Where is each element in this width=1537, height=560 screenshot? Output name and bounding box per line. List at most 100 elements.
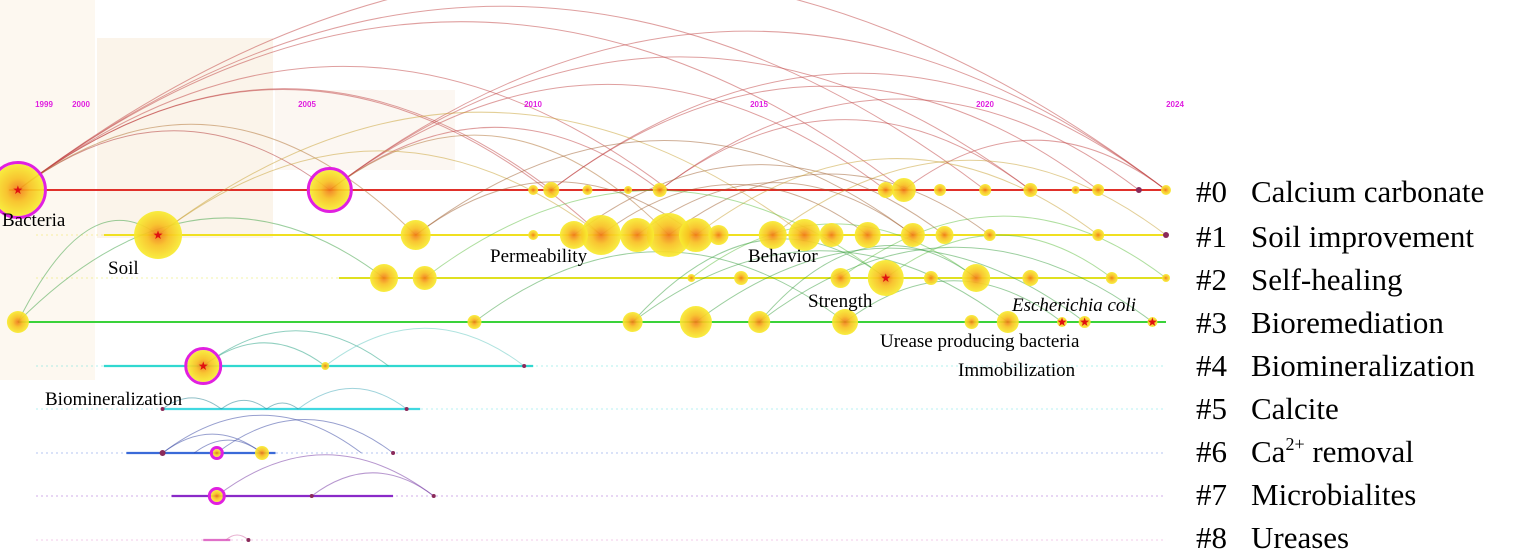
keyword-node bbox=[758, 221, 787, 249]
keyword-node bbox=[209, 446, 224, 460]
burst-star-icon: ★ bbox=[1079, 315, 1090, 329]
node-circle bbox=[1092, 184, 1105, 196]
keyword-node bbox=[708, 225, 729, 245]
cluster-label-4: #4 Biomineralization bbox=[1196, 348, 1475, 383]
citation-link bbox=[600, 183, 868, 236]
citation-link bbox=[297, 387, 407, 410]
keyword-node bbox=[1163, 232, 1169, 238]
node-circle bbox=[962, 264, 991, 292]
node-circle bbox=[830, 268, 851, 288]
cluster-id-4: #4 bbox=[1196, 348, 1228, 383]
keyword-node bbox=[160, 407, 165, 411]
cluster-label-6: #6 Ca2+ removal bbox=[1196, 434, 1414, 469]
citation-link bbox=[162, 414, 362, 454]
keyword-permeability: Permeability bbox=[490, 246, 588, 267]
keyword-node: ★ bbox=[867, 260, 904, 296]
keyword-urease-producing-bacteria: Urease producing bacteria bbox=[880, 331, 1080, 352]
year-label-2000: 2000 bbox=[72, 100, 90, 109]
cluster-name-2: Self-healing bbox=[1251, 262, 1403, 297]
keyword-node bbox=[528, 185, 539, 195]
citation-link bbox=[266, 402, 299, 410]
node-circle bbox=[624, 186, 633, 194]
keyword-node bbox=[646, 213, 691, 257]
keyword-node: ★ bbox=[1078, 315, 1091, 329]
keyword-node bbox=[679, 306, 712, 338]
citation-link bbox=[17, 65, 670, 191]
citation-link bbox=[636, 182, 914, 236]
citation-link bbox=[329, 30, 1167, 191]
node-dot bbox=[1135, 187, 1142, 193]
year-label-2015: 2015 bbox=[750, 100, 768, 109]
cluster-id-8: #8 bbox=[1196, 520, 1227, 555]
citation-link bbox=[157, 150, 602, 236]
keyword-node bbox=[159, 450, 166, 456]
node-circle bbox=[935, 226, 954, 244]
cluster-name-6: Ca2+ removal bbox=[1251, 434, 1414, 469]
keyword-node bbox=[1105, 272, 1118, 284]
keyword-node bbox=[923, 271, 938, 285]
node-circle bbox=[687, 274, 696, 282]
node-circle bbox=[400, 220, 431, 250]
citation-link bbox=[758, 246, 1153, 323]
node-circle bbox=[1023, 183, 1038, 197]
cluster-name-7: Microbialites bbox=[1251, 477, 1416, 512]
keyword-node bbox=[934, 184, 946, 196]
node-circle bbox=[652, 183, 667, 197]
node-circle bbox=[1057, 317, 1068, 327]
node-circle bbox=[934, 184, 946, 196]
keyword-biomineralization: Biomineralization bbox=[45, 389, 183, 410]
citation-link bbox=[550, 72, 1167, 191]
keyword-node bbox=[255, 446, 269, 460]
cluster-label-1: #1 Soil improvement bbox=[1196, 219, 1474, 254]
node-centrality-ring bbox=[306, 167, 353, 213]
keyword-node bbox=[748, 311, 771, 333]
keyword-node bbox=[207, 487, 226, 505]
keyword-node bbox=[687, 274, 696, 282]
keyword-labels: Bacteria Soil Permeability Behavior Stre… bbox=[2, 210, 1136, 410]
burst-star-icon: ★ bbox=[1147, 315, 1158, 329]
year-label-2024: 2024 bbox=[1166, 100, 1184, 109]
node-circle bbox=[819, 223, 844, 247]
keyword-node bbox=[652, 183, 667, 197]
keyword-node bbox=[1161, 185, 1171, 195]
cluster-name-6-suffix: removal bbox=[1305, 434, 1414, 469]
keyword-soil: Soil bbox=[108, 258, 139, 279]
keyword-node bbox=[559, 221, 588, 249]
node-circle bbox=[6, 311, 29, 333]
node-circle bbox=[877, 182, 894, 198]
keyword-node bbox=[962, 264, 991, 292]
keyword-node bbox=[734, 271, 749, 285]
citation-link bbox=[17, 0, 1167, 191]
bg-shade-2 bbox=[97, 38, 273, 238]
citation-link bbox=[632, 238, 887, 323]
keyword-node bbox=[391, 451, 396, 455]
node-dot bbox=[1163, 232, 1169, 238]
node-circle bbox=[748, 311, 771, 333]
citation-link bbox=[17, 88, 602, 236]
node-circle bbox=[996, 311, 1019, 333]
cluster-label-0: #0 Calcium carbonate bbox=[1196, 174, 1484, 209]
cluster-name-4: Biomineralization bbox=[1251, 348, 1475, 383]
cluster-label-7: #7 Microbialites bbox=[1196, 477, 1416, 512]
node-circle bbox=[964, 315, 979, 329]
node-circle bbox=[867, 260, 904, 296]
citation-links bbox=[17, 0, 1167, 541]
citation-link bbox=[329, 56, 1031, 191]
citation-link bbox=[17, 5, 986, 191]
citation-link bbox=[772, 159, 1167, 236]
keyword-node bbox=[1023, 183, 1038, 197]
burst-star-icon: ★ bbox=[1057, 315, 1068, 329]
keyword-node bbox=[467, 315, 482, 329]
cluster-id-0: #0 bbox=[1196, 174, 1227, 209]
keyword-node bbox=[900, 223, 925, 247]
citation-link bbox=[573, 164, 945, 236]
node-circle bbox=[528, 230, 539, 240]
keyword-node bbox=[819, 223, 844, 247]
node-dot bbox=[391, 451, 396, 455]
citation-link bbox=[550, 85, 1099, 191]
citation-link bbox=[415, 181, 697, 236]
cluster-id-7: #7 bbox=[1196, 477, 1227, 512]
node-circle bbox=[210, 490, 223, 502]
citation-link bbox=[659, 98, 1140, 191]
